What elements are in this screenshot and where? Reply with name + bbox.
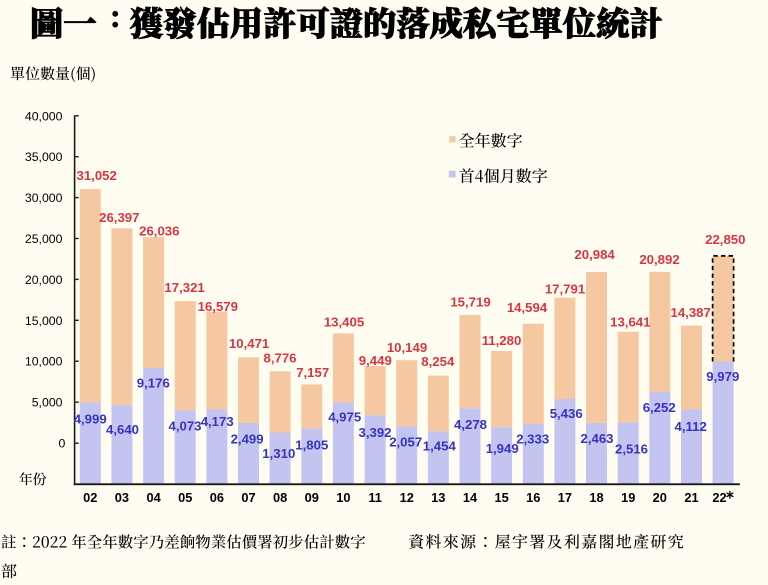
svg-text:2,463: 2,463 [580,431,613,446]
svg-text:20,000: 20,000 [25,273,63,287]
svg-text:0: 0 [59,437,66,451]
svg-text:35,000: 35,000 [25,150,63,164]
svg-text:20,984: 20,984 [574,247,615,262]
svg-text:08: 08 [273,490,287,505]
svg-text:9,176: 9,176 [137,376,170,391]
svg-text:20,892: 20,892 [639,252,679,267]
svg-text:25,000: 25,000 [25,232,63,246]
svg-text:22,850: 22,850 [705,232,745,247]
svg-text:11: 11 [368,490,382,505]
svg-text:6,252: 6,252 [643,400,676,415]
svg-text:9,979: 9,979 [706,369,739,384]
svg-text:04: 04 [146,490,161,505]
svg-text:02: 02 [83,490,97,505]
svg-text:16,579: 16,579 [198,299,238,314]
svg-text:1,454: 1,454 [423,439,457,454]
svg-text:16: 16 [526,490,540,505]
svg-text:4,112: 4,112 [675,419,707,434]
svg-text:15,000: 15,000 [25,314,63,328]
svg-text:1,805: 1,805 [295,437,328,452]
svg-text:8,254: 8,254 [421,354,455,369]
svg-text:19: 19 [621,490,635,505]
svg-text:03: 03 [115,490,129,505]
svg-text:11,280: 11,280 [482,333,522,348]
svg-text:4,173: 4,173 [201,414,234,429]
svg-text:4,999: 4,999 [74,411,107,426]
svg-text:2,516: 2,516 [615,442,648,457]
svg-text:07: 07 [241,490,255,505]
svg-text:17,791: 17,791 [545,282,585,297]
svg-text:4,640: 4,640 [106,422,139,437]
svg-text:2,499: 2,499 [231,432,264,447]
svg-text:18: 18 [589,490,603,505]
svg-text:06: 06 [210,490,224,505]
svg-text:17,321: 17,321 [164,280,204,295]
svg-text:17: 17 [558,490,572,505]
svg-text:4,073: 4,073 [168,418,201,433]
svg-text:20: 20 [653,490,667,505]
svg-text:3,392: 3,392 [358,425,391,440]
svg-text:22: 22 [712,490,726,505]
svg-text:7,157: 7,157 [296,365,329,380]
svg-text:5,436: 5,436 [550,406,583,421]
svg-text:4,278: 4,278 [454,417,487,432]
svg-text:30,000: 30,000 [25,191,63,205]
svg-text:5,000: 5,000 [32,396,63,410]
svg-text:13,641: 13,641 [610,315,650,330]
svg-text:10,471: 10,471 [229,336,269,351]
svg-text:8,776: 8,776 [263,351,296,366]
svg-text:10: 10 [336,490,350,505]
svg-text:15: 15 [494,490,508,505]
svg-text:26,036: 26,036 [139,224,179,239]
svg-text:40,000: 40,000 [25,109,63,123]
svg-text:10,000: 10,000 [25,355,63,369]
svg-text:2,057: 2,057 [389,434,422,449]
svg-text:1,949: 1,949 [486,441,519,456]
svg-text:12: 12 [400,490,414,505]
svg-text:15,719: 15,719 [450,295,490,310]
svg-text:13,405: 13,405 [324,314,364,329]
svg-text:31,052: 31,052 [77,168,117,183]
svg-text:13: 13 [431,490,445,505]
svg-text:09: 09 [305,490,319,505]
svg-text:10,149: 10,149 [387,340,427,355]
svg-text:26,397: 26,397 [99,210,139,225]
svg-text:14,387: 14,387 [671,305,711,320]
svg-text:9,449: 9,449 [359,353,392,368]
svg-text:4,975: 4,975 [328,410,361,425]
svg-text:1,310: 1,310 [262,446,295,461]
svg-text:05: 05 [178,490,192,505]
svg-text:14: 14 [463,490,478,505]
svg-text:2,333: 2,333 [516,432,549,447]
svg-text:14,594: 14,594 [507,300,548,315]
svg-text:21: 21 [684,490,698,505]
